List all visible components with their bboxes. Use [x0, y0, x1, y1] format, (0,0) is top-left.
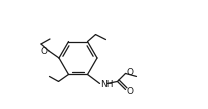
Text: O: O	[126, 87, 134, 96]
Text: NH: NH	[100, 80, 114, 89]
Text: O: O	[126, 68, 134, 77]
Text: O: O	[41, 47, 47, 55]
